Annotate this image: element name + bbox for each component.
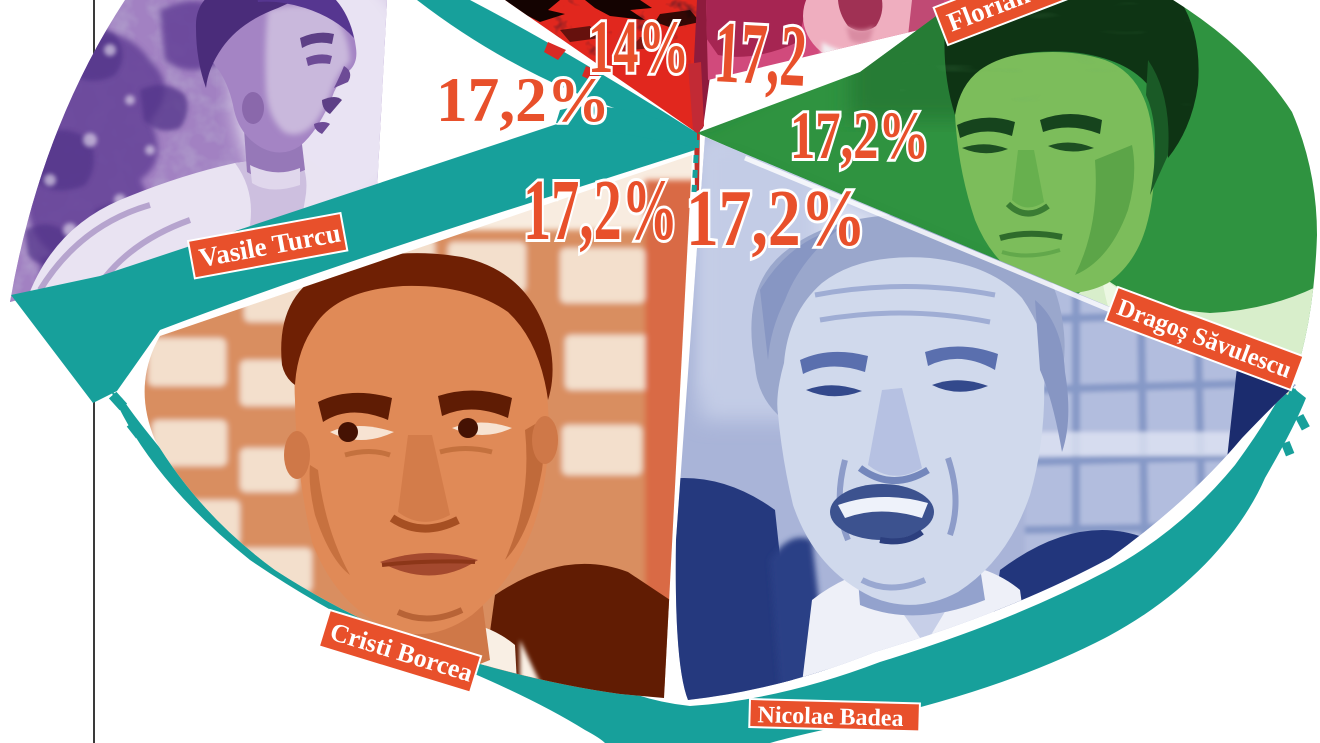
svg-text:17,2%: 17,2% [436, 64, 610, 135]
svg-text:17,2: 17,2 [712, 4, 809, 106]
svg-text:14%: 14% [588, 6, 689, 89]
svg-text:17,2%: 17,2% [790, 97, 929, 173]
svg-text:Nicolae Badea: Nicolae Badea [757, 702, 904, 732]
svg-text:17,2%: 17,2% [686, 175, 866, 263]
svg-text:17,2%: 17,2% [523, 161, 678, 258]
